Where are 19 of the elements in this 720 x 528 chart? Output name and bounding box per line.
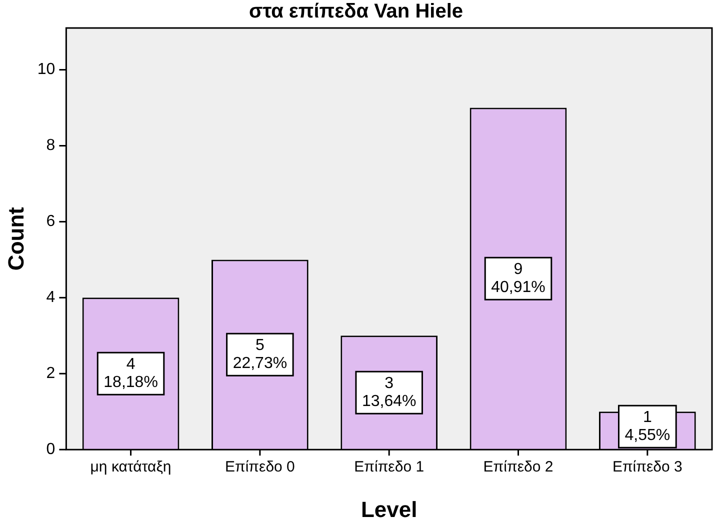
- x-tick-label: Επίπεδο 2: [483, 458, 554, 476]
- data-label: 5 22,73%: [232, 337, 288, 372]
- data-label: 9 40,91%: [491, 261, 546, 296]
- y-tick-label: 0: [46, 441, 56, 458]
- data-label: 4 18,18%: [104, 356, 158, 392]
- x-axis-title: Level: [360, 496, 418, 522]
- chart-title: στα επίπεδα Van Hiele: [249, 0, 463, 23]
- y-tick-label: 8: [46, 137, 56, 154]
- x-tick-label: Επίπεδο 1: [354, 458, 424, 476]
- data-label: 1 4,55%: [624, 409, 670, 444]
- y-tick-label: 2: [46, 365, 56, 382]
- x-tick-label: Επίπεδο 0: [224, 458, 295, 476]
- y-tick-label: 6: [46, 213, 56, 230]
- x-tick-label: μη κατάταξη: [90, 458, 172, 476]
- y-tick-label: 4: [46, 289, 56, 306]
- y-tick-label: 10: [37, 61, 56, 78]
- x-tick-label: Επίπεδο 3: [612, 458, 682, 476]
- y-axis-title: Count: [3, 206, 28, 271]
- data-label: 3 13,64%: [362, 375, 416, 410]
